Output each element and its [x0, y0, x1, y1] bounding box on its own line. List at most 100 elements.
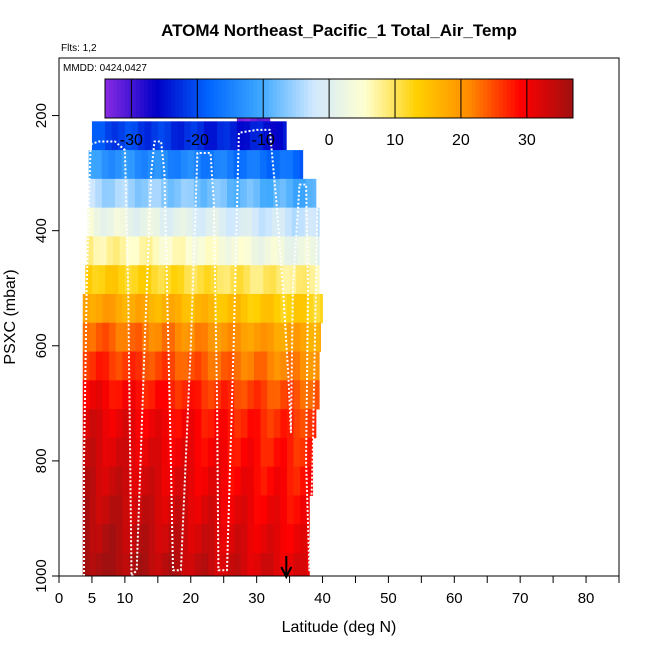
heatmap-cell	[201, 466, 209, 496]
colorbar-segment	[144, 79, 149, 118]
heatmap-cell	[168, 409, 176, 439]
heatmap-cell	[221, 466, 229, 496]
heatmap-cell	[168, 322, 176, 352]
heatmap-cell	[286, 293, 294, 324]
heatmap-cell	[122, 466, 130, 496]
heatmap-cell	[267, 495, 275, 525]
heatmap-cell	[227, 178, 234, 209]
heatmap-cell	[271, 236, 279, 266]
heatmap-cell	[102, 322, 110, 352]
heatmap-cell	[207, 380, 215, 410]
colorbar-segment	[179, 79, 184, 118]
x-tick-label: 70	[512, 590, 529, 607]
heatmap-cell	[102, 351, 110, 381]
heatmap-cell	[257, 236, 265, 266]
heatmap-cell	[126, 207, 134, 237]
heatmap-cell	[155, 495, 163, 525]
heatmap-cell	[138, 265, 146, 295]
colorbar-segment	[229, 79, 235, 118]
heatmap-cell	[260, 351, 268, 381]
heatmap-cell	[148, 495, 156, 525]
heatmap-cell	[221, 524, 229, 554]
heatmap-cell	[167, 178, 175, 209]
colorbar-segment	[370, 79, 375, 118]
x-tick-label: 80	[578, 590, 595, 607]
heatmap-cell	[273, 293, 281, 324]
heatmap-cell	[276, 265, 284, 295]
heatmap-cell	[181, 552, 189, 577]
y-tick-label: 1000	[33, 559, 50, 592]
heatmap-cell	[300, 351, 308, 381]
heatmap-cell	[135, 351, 143, 381]
colorbar-segment	[440, 79, 445, 118]
colorbar-segment	[522, 79, 527, 118]
heatmap-cell	[247, 466, 255, 496]
heatmap-cell	[184, 121, 192, 151]
heatmap-cell	[155, 293, 163, 324]
heatmap-cell	[267, 322, 275, 352]
heatmap-cell	[243, 121, 251, 151]
heatmap-cell	[225, 207, 233, 237]
colorbar-segment	[155, 79, 161, 118]
colorbar-segment	[198, 79, 203, 118]
heatmap-cell	[190, 265, 198, 295]
heatmap-cell	[188, 380, 196, 410]
heatmap-cell	[161, 552, 169, 577]
colorbar-tick-label: -30	[120, 132, 143, 149]
heatmap-cell	[161, 293, 169, 324]
colorbar-segment	[549, 79, 554, 118]
heatmap-cell	[269, 265, 277, 295]
heatmap-cell	[113, 236, 121, 266]
colorbar-segment	[374, 79, 379, 118]
heatmap-cell	[214, 351, 222, 381]
heatmap-cell	[89, 495, 97, 525]
heatmap-cell	[201, 293, 209, 324]
heatmap-cell	[265, 207, 273, 237]
heatmap-cell	[313, 293, 321, 324]
colorbar-segment	[323, 79, 328, 118]
heatmap-cell	[205, 236, 213, 266]
colorbar-segment	[518, 79, 523, 118]
heatmap-cell	[221, 552, 229, 577]
heatmap-cell	[148, 351, 156, 381]
heatmap-cell	[293, 524, 301, 554]
heatmap-cell	[293, 495, 301, 525]
heatmap-cell	[161, 437, 169, 468]
heatmap-cell	[300, 552, 308, 577]
heatmap-cell	[111, 121, 119, 151]
heatmap-cell	[142, 380, 149, 410]
heatmap-cell	[82, 524, 90, 554]
heatmap-cell	[273, 322, 281, 352]
heatmap-cell	[247, 552, 255, 577]
heatmap-cell	[278, 207, 286, 237]
colorbar-segment	[311, 79, 317, 118]
heatmap-cell	[115, 552, 123, 577]
heatmap-cell	[86, 236, 94, 266]
heatmap-cell	[306, 552, 310, 577]
heatmap-cell	[205, 207, 213, 237]
heatmap-cell	[284, 207, 292, 237]
heatmap-cell	[227, 409, 235, 439]
heatmap-cell	[178, 236, 186, 266]
heatmap-cell	[260, 524, 268, 554]
heatmap-cell	[142, 351, 149, 381]
heatmap-cell	[221, 351, 229, 381]
heatmap-cell	[95, 380, 103, 410]
colorbar-segment	[534, 79, 539, 118]
colorbar-segment	[561, 79, 566, 118]
heatmap-cell	[254, 524, 261, 554]
colorbar-segment	[190, 79, 196, 118]
heatmap-cell	[306, 380, 314, 410]
heatmap-cell	[306, 178, 314, 209]
colorbar-segment	[147, 79, 153, 118]
heatmap-cell	[254, 437, 261, 468]
heatmap-cell	[273, 495, 281, 525]
heatmap-cell	[300, 293, 308, 324]
colorbar-segment	[471, 79, 476, 118]
heatmap-cell	[267, 552, 275, 577]
heatmap-cell	[122, 495, 130, 525]
heatmap-cell	[240, 466, 248, 496]
heatmap-cell	[161, 322, 169, 352]
heatmap-cell	[174, 150, 182, 180]
heatmap-cell	[207, 466, 215, 496]
